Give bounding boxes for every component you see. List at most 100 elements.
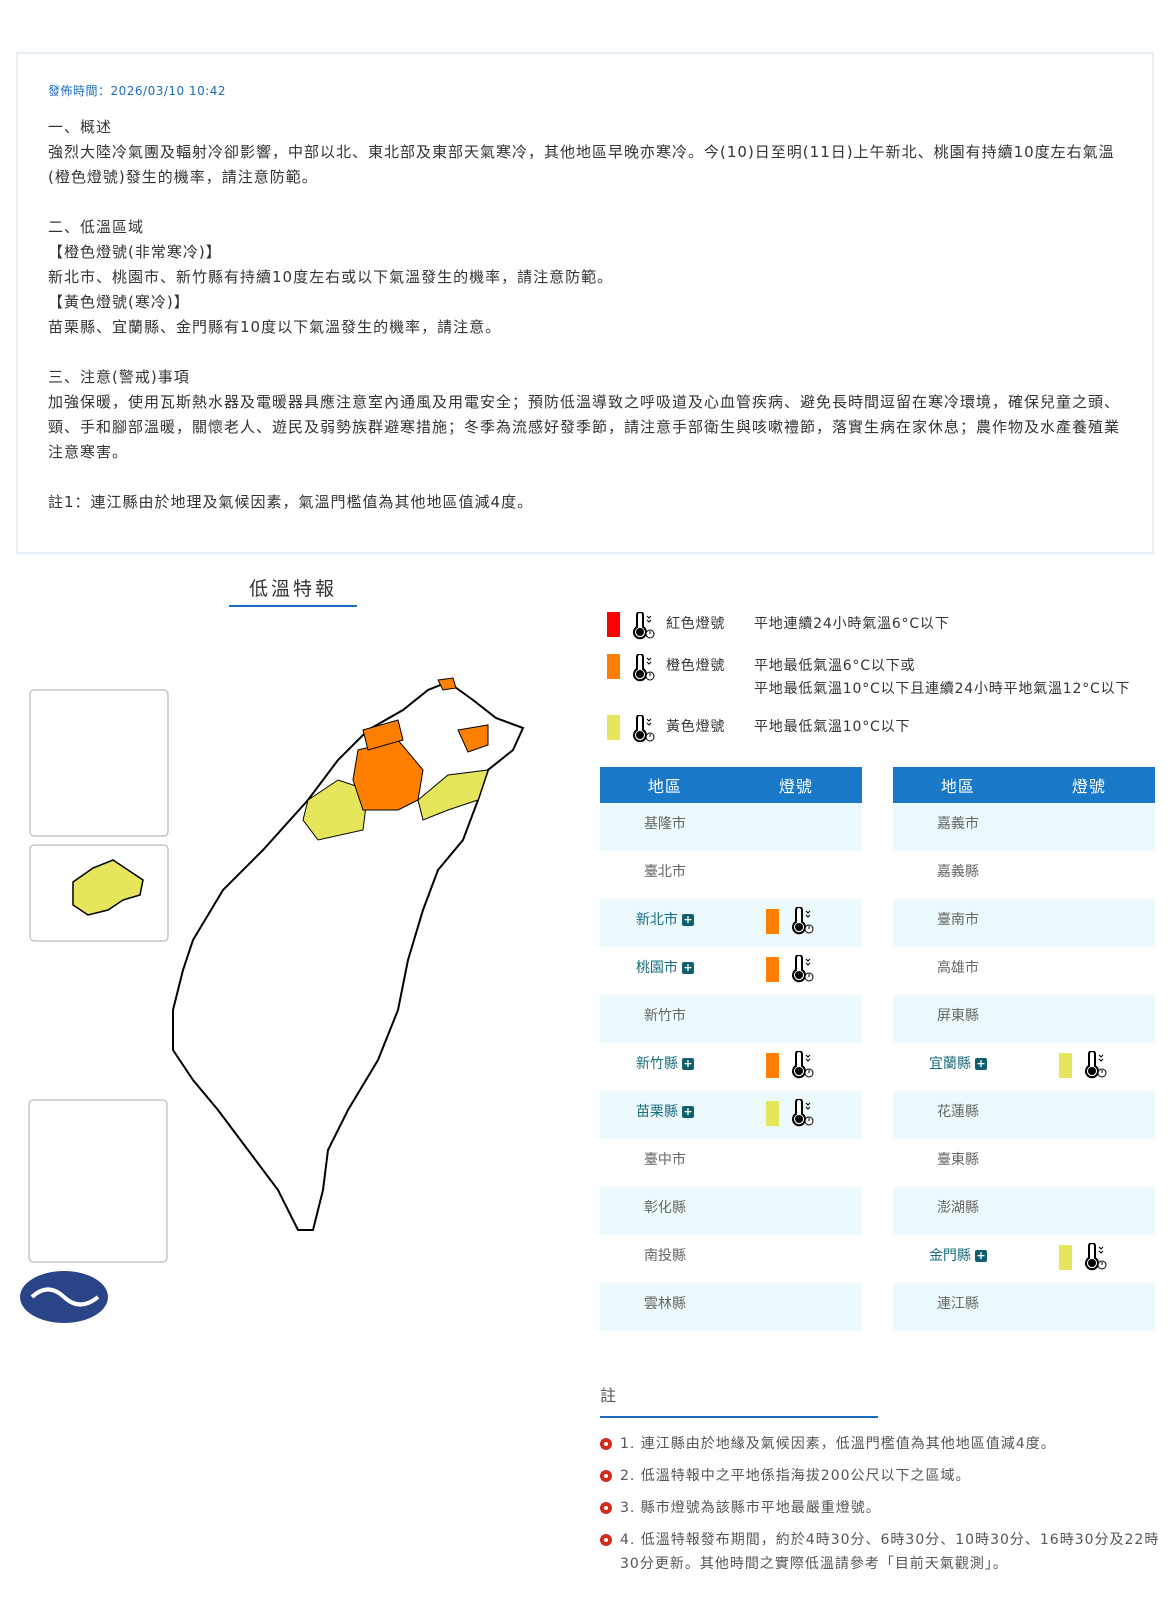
region-name[interactable]: 新北市: [635, 912, 678, 928]
expand-plus-icon[interactable]: +: [681, 1105, 694, 1118]
kinmen-shape: [72, 859, 144, 916]
note-item: 4. 低溫特報發布期間，約於4時30分、6時30分、10時30分、16時30分及…: [600, 1528, 1160, 1576]
table-row: 嘉義市: [893, 803, 1155, 851]
legend-name: 紅色燈號: [666, 616, 726, 632]
region-name[interactable]: 新竹縣: [635, 1056, 678, 1072]
bulletin-line: 新北市、桃園市、新竹縣有持續10度左右或以下氣溫發生的機率，請注意防範。: [48, 268, 614, 286]
bulletin-line: 二、低溫區域: [48, 218, 145, 236]
signal-swatch: [1059, 1244, 1073, 1270]
bulletin-line: [48, 465, 1122, 490]
table-row: 基隆市: [600, 803, 862, 851]
region-name: 澎湖縣: [936, 1200, 979, 1216]
region-name[interactable]: 桃園市: [635, 960, 678, 976]
signal-cell: [729, 899, 862, 947]
region-cell: 臺北市: [600, 851, 730, 899]
signal-cell: [1023, 1139, 1155, 1187]
expand-plus-icon[interactable]: +: [681, 913, 694, 926]
bulletin-line: 【黃色燈號(寒冷)】: [48, 293, 190, 311]
region-name: 新竹市: [643, 1008, 686, 1024]
thermometer-icon: [792, 955, 814, 983]
region-orange-newtaipei: [457, 724, 489, 753]
signal-cell: [1023, 851, 1155, 899]
note-text: 2. 低溫特報中之平地係指海拔200公尺以下之區域。: [620, 1468, 971, 1484]
signal-swatch: [766, 1100, 780, 1126]
legend-item: 橙色燈號 平地最低氣溫6°C以下或 平地最低氣溫10°C以下且連續24小時平地氣溫1…: [607, 654, 1130, 701]
thermometer-icon: [1085, 1051, 1107, 1079]
region-name: 嘉義市: [936, 816, 979, 832]
table-row: 新竹市: [600, 995, 862, 1043]
signal-cell: [1022, 1091, 1155, 1139]
region-name: 高雄市: [936, 960, 979, 976]
signal-cell: [1022, 803, 1155, 851]
region-table-right: 地區 燈號 嘉義市 嘉義縣 臺南市 高雄市 屏東縣 宜蘭縣 + 花蓮縣 臺東縣 澎湖縣 金門縣 + 連江縣: [893, 767, 1155, 1331]
region-name: 南投縣: [643, 1248, 686, 1264]
thermometer-icon: [1085, 1243, 1107, 1271]
region-cell[interactable]: 金門縣 +: [893, 1235, 1023, 1283]
table-row: 宜蘭縣 +: [893, 1043, 1155, 1091]
signal-cell: [1022, 899, 1155, 947]
expand-plus-icon[interactable]: +: [681, 1057, 694, 1070]
penghu-inset: [28, 1099, 168, 1263]
region-name: 臺南市: [936, 912, 979, 928]
table-row: 彰化縣: [600, 1187, 862, 1235]
note-item: 1. 連江縣由於地緣及氣候因素，低溫門檻值為其他地區值減4度。: [600, 1432, 1160, 1456]
table-row: 新北市 +: [600, 899, 862, 947]
bulletin-line: [48, 190, 1122, 215]
signal-cell: [1023, 947, 1155, 995]
region-cell[interactable]: 苗栗縣 +: [600, 1091, 730, 1139]
table-row: 澎湖縣: [893, 1187, 1155, 1235]
region-cell: 嘉義縣: [893, 851, 1023, 899]
signal-cell: [730, 1043, 862, 1091]
region-cell: 臺東縣: [893, 1139, 1023, 1187]
expand-plus-icon[interactable]: +: [974, 1249, 987, 1262]
bulletin-text: 一、概述強烈大陸冷氣團及輻射冷卻影響，中部以北、東北部及東部天氣寒冷，其他地區早…: [48, 115, 1122, 515]
table-row: 臺南市: [893, 899, 1155, 947]
table-row: 高雄市: [893, 947, 1155, 995]
region-name: 屏東縣: [936, 1008, 979, 1024]
region-name: 彰化縣: [643, 1200, 686, 1216]
table-row: 南投縣: [600, 1235, 862, 1283]
expand-plus-icon[interactable]: +: [974, 1057, 987, 1070]
legend-desc: 平地最低氣溫6°C以下或: [754, 658, 916, 674]
expand-plus-icon[interactable]: +: [681, 961, 694, 974]
table-row: 嘉義縣: [893, 851, 1155, 899]
bulletin-line: 加強保暖，使用瓦斯熱水器及電暖器具應注意室內通風及用電安全；預防低溫導致之呼吸道…: [48, 393, 1121, 461]
region-name[interactable]: 金門縣: [928, 1248, 971, 1264]
region-cell: 新竹市: [600, 995, 730, 1043]
region-table-left: 地區 燈號 基隆市 臺北市 新北市 + 桃園市 + 新竹市 新竹縣 + 苗栗縣 + 臺中市 彰化縣 南投縣 雲林…: [600, 767, 862, 1331]
bulletin-line: 強烈大陸冷氣團及輻射冷卻影響，中部以北、東北部及東部天氣寒冷，其他地區早晚亦寒冷…: [48, 143, 1115, 186]
region-name[interactable]: 苗栗縣: [635, 1104, 678, 1120]
region-cell: 連江縣: [893, 1283, 1023, 1331]
signal-swatch: [766, 1052, 780, 1078]
region-yellow-miaoli: [302, 779, 369, 841]
table-row: 金門縣 +: [893, 1235, 1155, 1283]
taiwan-map[interactable]: [18, 670, 578, 1350]
bulletin-line: 註1：連江縣由於地理及氣候因素，氣溫門檻值為其他地區值減4度。: [48, 493, 534, 511]
bulletin-line: 一、概述: [48, 118, 113, 136]
note-item: 3. 縣市燈號為該縣市平地最嚴重燈號。: [600, 1496, 1160, 1520]
thermometer-icon: [792, 1099, 814, 1127]
table-row: 臺中市: [600, 1139, 862, 1187]
region-cell: 彰化縣: [600, 1187, 730, 1235]
region-cell[interactable]: 桃園市 +: [600, 947, 730, 995]
signal-cell: [1022, 1187, 1155, 1235]
signal-cell: [1022, 995, 1155, 1043]
region-cell[interactable]: 新竹縣 +: [600, 1043, 730, 1091]
signal-cell: [729, 1187, 862, 1235]
region-cell[interactable]: 新北市 +: [600, 899, 730, 947]
legend-item: 黃色燈號 平地最低氣溫10°C以下: [607, 715, 1130, 743]
signal-cell: [729, 995, 862, 1043]
region-cell[interactable]: 宜蘭縣 +: [893, 1043, 1023, 1091]
signal-cell: [730, 1235, 862, 1283]
signal-cell: [1023, 1235, 1155, 1283]
region-cell: 嘉義市: [893, 803, 1023, 851]
note-text: 4. 低溫特報發布期間，約於4時30分、6時30分、10時30分、16時30分及…: [620, 1532, 1160, 1572]
region-cell: 基隆市: [600, 803, 730, 851]
region-orange-newtaipei-north: [437, 677, 457, 691]
bullet-icon: [600, 1502, 612, 1514]
bulletin-panel: 發佈時間：2026/03/10 10:42 一、概述 強烈大陸冷氣團及輻射冷卻影響…: [16, 52, 1154, 554]
region-name[interactable]: 宜蘭縣: [928, 1056, 971, 1072]
table-row: 花蓮縣: [893, 1091, 1155, 1139]
region-cell: 花蓮縣: [893, 1091, 1023, 1139]
legend-desc: 平地最低氣溫10°C以下且連續24小時平地氣溫12°C以下: [754, 681, 1131, 697]
